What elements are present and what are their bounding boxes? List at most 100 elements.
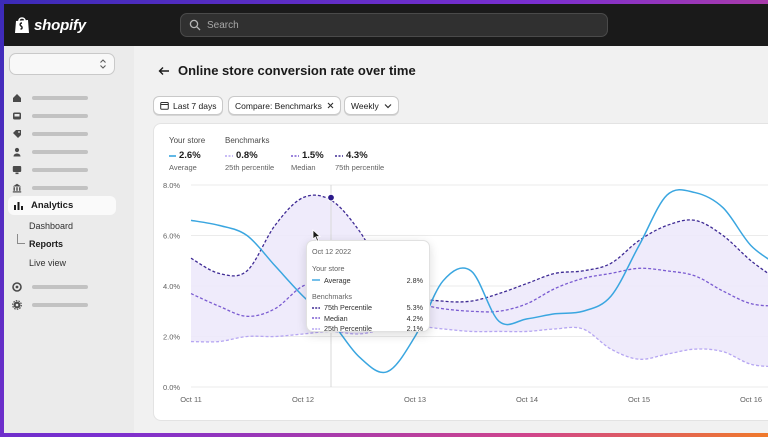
solid-line-icon — [169, 154, 176, 157]
series-line-25th-percentile — [190, 325, 768, 368]
brand-name: shopify — [34, 16, 86, 34]
sidebar-item-analytics[interactable]: Analytics — [8, 196, 116, 215]
tooltip-75th-label: 75th Percentile — [324, 303, 372, 313]
sidebar-subitem-live-view[interactable]: Live view — [29, 258, 67, 268]
metric-average-label: Average — [169, 163, 197, 172]
sidebar-item-inbox[interactable] — [12, 108, 88, 124]
sidebar-item-home[interactable] — [12, 90, 88, 106]
tooltip-benchmarks-heading: Benchmarks — [312, 291, 352, 301]
x-tick-label: Oct 14 — [516, 395, 538, 404]
page-header: Online store conversion rate over time — [158, 63, 416, 78]
metric-median-value: 1.5% — [302, 150, 324, 161]
x-tick-label: Oct 11 — [180, 395, 202, 404]
interval-label: Weekly — [351, 100, 379, 111]
nav-placeholder — [32, 186, 88, 190]
person-icon — [13, 147, 21, 157]
date-range-label: Last 7 days — [173, 100, 217, 111]
date-range-button[interactable]: Last 7 days — [153, 96, 224, 115]
bank-icon — [12, 183, 22, 193]
tooltip-row-median: Median 4.2% — [312, 313, 423, 324]
monitor-icon — [12, 166, 22, 175]
home-icon — [13, 94, 21, 102]
sidebar-item-settings[interactable] — [12, 297, 88, 313]
sidebar-subitem-dashboard[interactable]: Dashboard — [29, 221, 74, 231]
metric-median: 1.5% Median — [291, 150, 324, 172]
search-placeholder: Search — [207, 19, 239, 31]
y-tick-label: 8.0% — [163, 181, 180, 190]
tooltip-row-average: Average 2.8% — [312, 275, 423, 286]
solid-line-icon — [312, 279, 320, 281]
nav-placeholder — [32, 150, 88, 154]
store-selector[interactable] — [9, 53, 115, 75]
compare-label: Compare: Benchmarks — [235, 100, 322, 111]
nav-placeholder — [32, 168, 88, 172]
mouse-pointer-icon — [312, 229, 321, 242]
sidebar-item-person[interactable] — [12, 144, 88, 160]
y-tick-label: 2.0% — [163, 333, 180, 342]
y-tick-label: 4.0% — [163, 282, 180, 291]
metric-75th-percentile: 4.3% 75th percentile — [335, 150, 384, 172]
tooltip-75th-value: 5.3% — [406, 303, 423, 313]
nav-placeholder — [32, 114, 88, 118]
percentile-band — [191, 195, 768, 367]
x-tick-label: Oct 12 — [292, 395, 314, 404]
nav-placeholder — [32, 285, 88, 289]
brand-logo[interactable]: shopify — [14, 16, 86, 34]
tag-icon — [13, 130, 21, 138]
tooltip-25th-label: 25th Percentile — [324, 324, 372, 334]
x-tick-label: Oct 15 — [628, 395, 650, 404]
nav-placeholder — [32, 303, 88, 307]
chevron-down-icon — [384, 103, 392, 108]
hover-point-75th-percentile — [327, 193, 335, 202]
search-icon — [189, 19, 201, 31]
sidebar-item-monitor[interactable] — [12, 162, 88, 178]
tooltip-25th-value: 2.1% — [406, 324, 423, 334]
sidebar-item-analytics-label: Analytics — [31, 200, 74, 211]
y-tick-label: 0.0% — [163, 383, 180, 392]
tooltip-median-value: 4.2% — [406, 313, 423, 323]
calendar-icon — [160, 102, 169, 110]
tooltip-average-value: 2.8% — [406, 275, 423, 285]
top-bar: shopify Search — [4, 4, 768, 46]
x-tick-label: Oct 16 — [740, 395, 762, 404]
sidebar: Analytics Dashboard Reports Live view — [4, 46, 134, 433]
dashed-line-icon — [312, 317, 320, 319]
search-input[interactable]: Search — [180, 13, 608, 37]
inbox-icon — [13, 112, 21, 120]
your-store-heading: Your store — [169, 136, 206, 145]
series-line-median — [190, 267, 768, 317]
metric-25th-value: 0.8% — [236, 150, 258, 161]
page-title: Online store conversion rate over time — [178, 63, 416, 78]
nav-placeholder — [32, 132, 88, 136]
chart-tooltip: Oct 12 2022 Your store Average 2.8% Benc… — [306, 240, 430, 335]
tooltip-median-label: Median — [324, 313, 348, 323]
sidebar-item-tag[interactable] — [12, 126, 88, 142]
dashed-line-icon — [291, 154, 299, 157]
interval-select[interactable]: Weekly — [344, 96, 399, 115]
dashed-line-icon — [225, 154, 233, 157]
tooltip-row-75th: 75th Percentile 5.3% — [312, 303, 423, 314]
sidebar-subitem-reports[interactable]: Reports — [29, 239, 64, 249]
shopping-bag-icon — [15, 17, 29, 33]
tooltip-row-25th: 25th Percentile 2.1% — [312, 324, 423, 335]
dashed-line-icon — [312, 328, 320, 330]
select-chevron-icon — [100, 59, 106, 69]
metric-average: 2.6% Average — [169, 150, 201, 172]
series-line-average — [190, 188, 768, 374]
tooltip-average-label: Average — [324, 275, 351, 285]
compare-benchmarks-button[interactable]: Compare: Benchmarks — [228, 96, 341, 115]
tooltip-your-store-heading: Your store — [312, 264, 345, 273]
sidebar-item-bank[interactable] — [12, 180, 88, 196]
close-icon[interactable] — [327, 102, 334, 109]
back-arrow-icon[interactable] — [158, 66, 170, 76]
metric-average-value: 2.6% — [179, 150, 201, 161]
gear-icon — [12, 300, 22, 310]
subnav-connector — [17, 234, 25, 244]
benchmarks-heading: Benchmarks — [225, 136, 270, 145]
metric-75th-label: 75th percentile — [335, 163, 385, 172]
metric-25th-percentile: 0.8% 25th percentile — [225, 150, 274, 172]
dashed-line-icon — [335, 154, 343, 157]
bar-chart-icon — [14, 202, 23, 210]
sidebar-item-target[interactable] — [12, 279, 88, 295]
